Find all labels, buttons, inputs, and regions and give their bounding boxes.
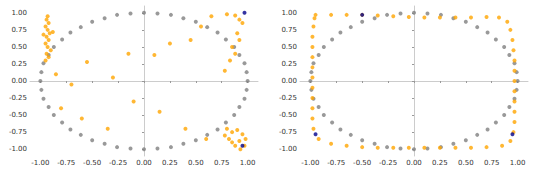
- svg-text:-0.25: -0.25: [9, 94, 27, 102]
- svg-text:0.25: 0.25: [281, 60, 297, 68]
- svg-text:-0.75: -0.75: [279, 128, 297, 136]
- svg-text:0.25: 0.25: [162, 159, 178, 167]
- svg-text:0.00: 0.00: [281, 77, 297, 85]
- svg-text:-0.75: -0.75: [9, 128, 27, 136]
- svg-text:-0.25: -0.25: [379, 159, 397, 167]
- svg-text:0.75: 0.75: [214, 159, 230, 167]
- svg-text:0.50: 0.50: [188, 159, 204, 167]
- svg-text:0.00: 0.00: [11, 77, 27, 85]
- svg-text:0.00: 0.00: [406, 159, 422, 167]
- svg-text:1.00: 1.00: [11, 9, 27, 17]
- svg-text:0.25: 0.25: [432, 159, 448, 167]
- svg-text:1.00: 1.00: [240, 159, 256, 167]
- svg-text:0.75: 0.75: [11, 26, 27, 34]
- svg-text:-1.00: -1.00: [301, 159, 319, 167]
- svg-text:-0.50: -0.50: [9, 111, 27, 119]
- svg-text:-0.75: -0.75: [57, 159, 75, 167]
- svg-text:1.00: 1.00: [510, 159, 526, 167]
- svg-text:-1.00: -1.00: [279, 145, 297, 153]
- svg-text:0.25: 0.25: [11, 60, 27, 68]
- svg-text:-1.00: -1.00: [31, 159, 49, 167]
- svg-text:-1.00: -1.00: [9, 145, 27, 153]
- svg-text:-0.25: -0.25: [279, 94, 297, 102]
- svg-text:0.00: 0.00: [136, 159, 152, 167]
- svg-text:-0.25: -0.25: [109, 159, 127, 167]
- svg-text:-0.50: -0.50: [279, 111, 297, 119]
- svg-text:1.00: 1.00: [281, 9, 297, 17]
- svg-text:0.75: 0.75: [484, 159, 500, 167]
- svg-text:0.50: 0.50: [458, 159, 474, 167]
- svg-text:-0.50: -0.50: [353, 159, 371, 167]
- svg-text:0.75: 0.75: [281, 26, 297, 34]
- svg-text:-0.50: -0.50: [83, 159, 101, 167]
- svg-text:-0.75: -0.75: [327, 159, 345, 167]
- svg-text:0.50: 0.50: [11, 43, 27, 51]
- svg-text:0.50: 0.50: [281, 43, 297, 51]
